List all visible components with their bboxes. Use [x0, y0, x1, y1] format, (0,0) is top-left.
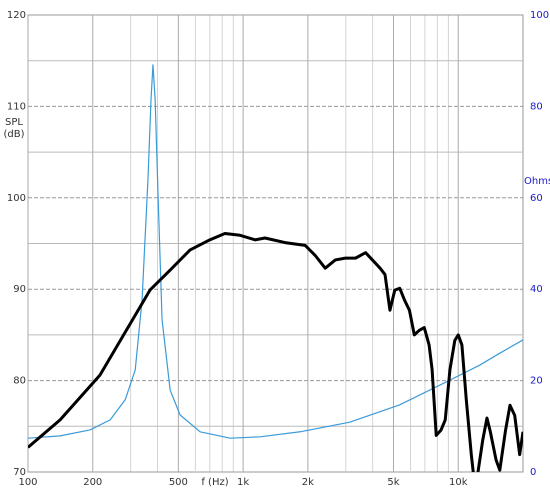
y-tick-label: 120: [7, 10, 26, 21]
x-tick-label: 10k: [449, 477, 468, 488]
series-line: [28, 64, 523, 439]
series-line: [28, 231, 523, 472]
y2-tick-label: 20: [530, 376, 543, 387]
y2-tick-label: 100: [530, 10, 549, 21]
x-axis-label: f (Hz): [201, 477, 228, 488]
series-group: [28, 64, 523, 472]
y-tick-label: 80: [13, 376, 26, 387]
y2-tick-label: 40: [530, 284, 543, 295]
y2-tick-label: 60: [530, 193, 543, 204]
y-axis-label: (dB): [3, 129, 24, 140]
y2-axis-label: Ohms: [524, 176, 550, 187]
x-tick-label: 500: [169, 477, 188, 488]
y2-tick-label: 0: [530, 467, 536, 478]
y2-tick-label: 80: [530, 101, 543, 112]
x-tick-label: 5k: [387, 477, 399, 488]
y-tick-label: 100: [7, 193, 26, 204]
x-tick-label: 1k: [237, 477, 249, 488]
y-axis-label: SPL: [5, 117, 23, 128]
grid: [27, 14, 523, 473]
y-tick-label: 110: [7, 101, 26, 112]
y-tick-label: 90: [13, 284, 26, 295]
x-tick-label: 2k: [302, 477, 314, 488]
x-tick-label: 200: [83, 477, 102, 488]
y-tick-label: 70: [13, 467, 26, 478]
x-tick-label: 100: [18, 477, 37, 488]
